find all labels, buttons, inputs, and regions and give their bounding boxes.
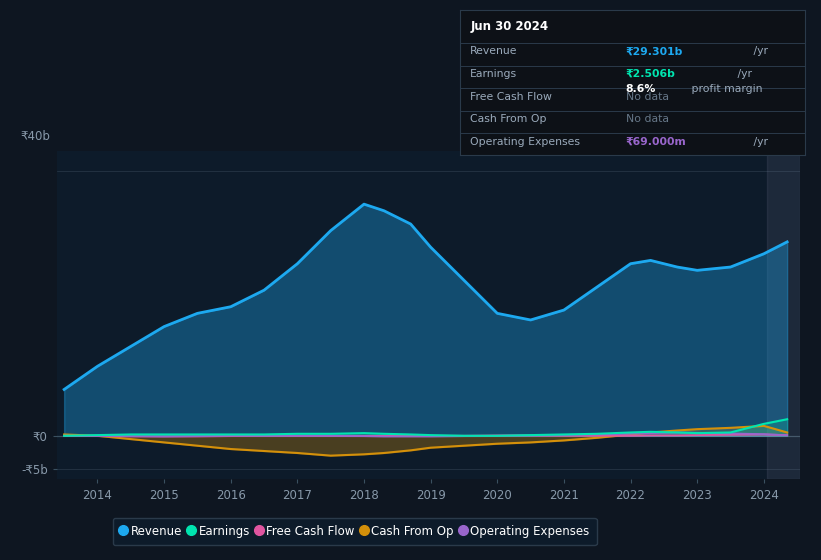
- Text: /yr: /yr: [750, 137, 768, 147]
- Text: Cash From Op: Cash From Op: [470, 114, 547, 124]
- Text: 8.6%: 8.6%: [626, 84, 656, 94]
- Text: ₹40b: ₹40b: [21, 130, 50, 143]
- Text: Earnings: Earnings: [470, 69, 517, 79]
- Text: Jun 30 2024: Jun 30 2024: [470, 20, 548, 33]
- Text: No data: No data: [626, 114, 668, 124]
- Text: No data: No data: [626, 92, 668, 102]
- Text: ₹69.000m: ₹69.000m: [626, 137, 686, 147]
- Text: Revenue: Revenue: [470, 46, 518, 56]
- Text: ₹2.506b: ₹2.506b: [626, 69, 676, 79]
- Bar: [767, 151, 800, 479]
- Text: ₹29.301b: ₹29.301b: [626, 46, 683, 56]
- Legend: Revenue, Earnings, Free Cash Flow, Cash From Op, Operating Expenses: Revenue, Earnings, Free Cash Flow, Cash …: [112, 518, 597, 545]
- Text: Free Cash Flow: Free Cash Flow: [470, 92, 553, 102]
- Text: /yr: /yr: [734, 69, 752, 79]
- Text: Operating Expenses: Operating Expenses: [470, 137, 580, 147]
- Text: profit margin: profit margin: [688, 84, 762, 94]
- Text: /yr: /yr: [750, 46, 768, 56]
